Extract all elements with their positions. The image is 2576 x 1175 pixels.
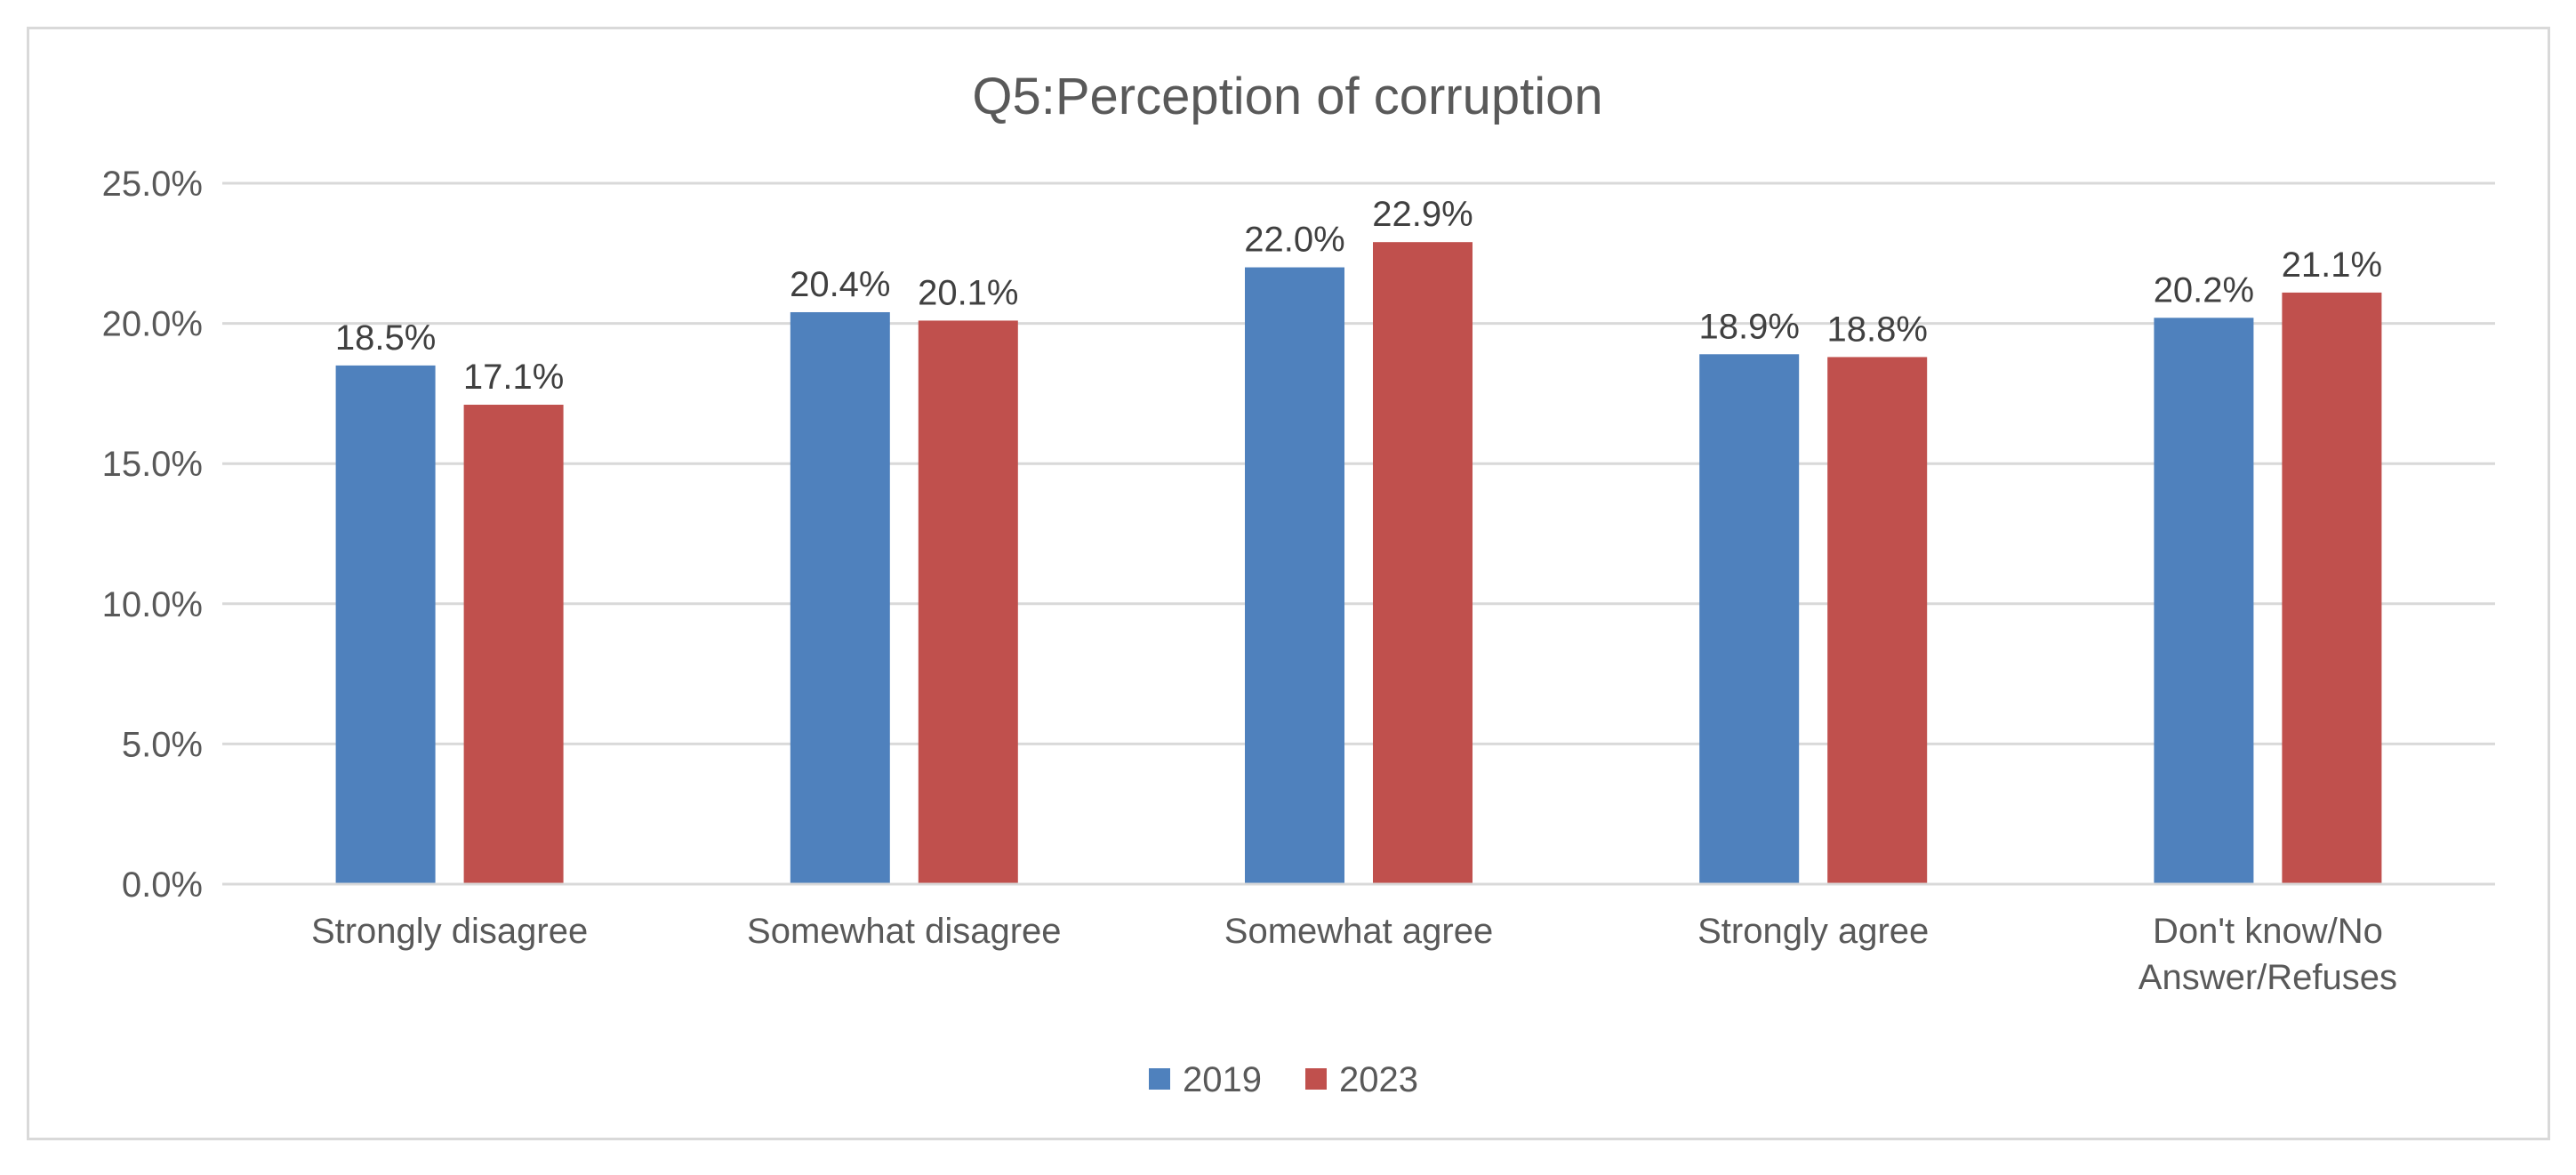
data-label-2023-0: 17.1% xyxy=(463,358,564,397)
bar-2019-3 xyxy=(1699,354,1800,885)
data-label-2023-3: 18.8% xyxy=(1826,310,1927,349)
bar-2019-4 xyxy=(2154,318,2254,884)
data-label-2019-4: 20.2% xyxy=(2154,270,2254,310)
bar-2023-4 xyxy=(2282,292,2382,885)
y-tick-label: 0.0% xyxy=(122,865,203,905)
gridlines xyxy=(222,181,2495,745)
data-label-2019-0: 18.5% xyxy=(335,318,436,358)
x-tick-label: Somewhat disagree xyxy=(747,912,1062,951)
x-tick-label: Don't know/No xyxy=(2153,912,2383,951)
bar-2019-2 xyxy=(1245,267,1344,884)
data-labels: 18.5% 17.1% 20.4% 20.1% 22.0% 22.9% 18.9% 18.8%… xyxy=(335,195,2382,397)
legend-label-2023: 2023 xyxy=(1339,1060,1418,1099)
data-label-2023-1: 20.1% xyxy=(918,273,1018,312)
axes: 0.0% 5.0% 10.0% 15.0% 20.0% 25.0% Strongly dis… xyxy=(102,165,2495,997)
y-tick-label: 25.0% xyxy=(102,165,203,204)
y-tick-label: 20.0% xyxy=(102,305,203,344)
data-label-2023-2: 22.9% xyxy=(1372,195,1473,234)
x-tick-label: Strongly agree xyxy=(1697,912,1929,951)
x-tick-label: Answer/Refuses xyxy=(2139,958,2397,997)
bar-2023-0 xyxy=(463,405,564,884)
bar-2023-2 xyxy=(1373,242,1473,884)
y-tick-label: 15.0% xyxy=(102,445,203,484)
legend-label-2019: 2019 xyxy=(1183,1060,1262,1099)
legend-swatch-2023 xyxy=(1305,1068,1327,1090)
bar-2023-3 xyxy=(1827,357,1928,884)
bar-2023-1 xyxy=(918,320,1018,884)
bar-2019-0 xyxy=(335,365,436,884)
data-label-2019-1: 20.4% xyxy=(790,265,890,304)
y-tick-label: 10.0% xyxy=(102,585,203,624)
bar-2019-1 xyxy=(790,311,890,884)
legend-swatch-2019 xyxy=(1149,1068,1170,1090)
data-label-2023-4: 21.1% xyxy=(2282,245,2382,285)
y-tick-label: 5.0% xyxy=(122,725,203,764)
chart-title: Q5:Perception of corruption xyxy=(972,68,1602,125)
legend: 2019 2023 xyxy=(1149,1060,1418,1099)
data-label-2019-2: 22.0% xyxy=(1244,221,1344,260)
bars xyxy=(335,242,2382,885)
data-label-2019-3: 18.9% xyxy=(1698,307,1799,346)
x-tick-label: Somewhat agree xyxy=(1224,912,1493,951)
x-tick-label: Strongly disagree xyxy=(311,912,588,951)
